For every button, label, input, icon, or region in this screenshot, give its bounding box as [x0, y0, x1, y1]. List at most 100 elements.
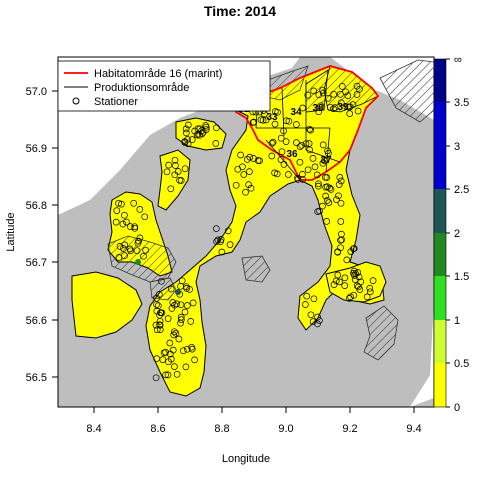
station-marker: [335, 181, 343, 188]
station-marker: [188, 136, 196, 143]
production-area-northeast: [379, 59, 434, 123]
station-marker: [159, 356, 167, 363]
x-axis-label: Longitude: [222, 453, 270, 465]
colorbar-band-2.5-3.5: [434, 102, 446, 189]
production-area-southeast: [363, 305, 399, 361]
colorbar-tick-label: 0.5: [454, 358, 469, 370]
station-marker: [246, 153, 254, 161]
station-marker: [283, 117, 290, 125]
y-tick-label: 56.6: [26, 315, 47, 327]
station-marker: [121, 241, 129, 249]
chart-title: Time: 2014: [204, 3, 276, 19]
station-marker: [119, 220, 127, 228]
colorbar: 0 0.5 1 1.5 2 2.5 3 3.5 ∞: [433, 54, 469, 414]
station-marker: [176, 176, 183, 184]
station-marker: [316, 207, 323, 215]
station-marker: [262, 116, 270, 124]
station-marker: [346, 103, 354, 111]
station-marker: [112, 218, 120, 226]
station-marker: [350, 267, 358, 275]
legend-stations-label: Stationer: [94, 96, 138, 108]
station-marker: [152, 321, 160, 329]
station-marker: [268, 139, 276, 147]
station-marker: [326, 103, 334, 111]
station-marker: [154, 302, 162, 310]
habitat-area-16-boundary: [230, 65, 380, 181]
station-marker: [165, 161, 173, 169]
station-marker: [178, 277, 186, 285]
station-marker: [213, 124, 220, 132]
station-marker: [330, 281, 338, 288]
station-marker: [293, 121, 300, 128]
station-marker: [315, 108, 323, 116]
station-marker: [325, 199, 333, 206]
high-value-cell: [135, 259, 141, 265]
station-marker: [157, 277, 165, 285]
station-marker: [141, 213, 149, 221]
colorbar-tick-label: 3.5: [454, 97, 469, 109]
station-marker: [323, 197, 331, 204]
station-marker: [172, 162, 179, 169]
station-marker: [341, 274, 349, 282]
station-marker: [337, 199, 345, 207]
colorbar-tick-label: 2.5: [454, 184, 469, 196]
station-marker: [273, 170, 281, 178]
station-marker: [212, 225, 220, 232]
station-marker: [123, 218, 130, 226]
station-marker: [285, 117, 293, 125]
station-marker: [337, 218, 345, 225]
station-marker: [304, 91, 312, 99]
colorbar-tick-label: ∞: [454, 54, 462, 66]
station-marker: [177, 319, 184, 327]
station-marker: [356, 286, 364, 293]
station-marker: [354, 107, 362, 115]
station-marker: [247, 184, 255, 192]
colorbar-band-0-0.5: [434, 363, 446, 407]
station-marker: [181, 308, 189, 316]
west-lagoon-water: [71, 271, 143, 339]
station-marker: [113, 207, 121, 214]
y-tick-label: 57.0: [26, 86, 47, 98]
station-marker: [245, 181, 252, 188]
station-marker: [115, 254, 123, 261]
station-marker: [309, 318, 317, 325]
station-markers: [112, 82, 377, 382]
station-marker: [183, 302, 191, 309]
station-marker: [133, 247, 141, 255]
station-marker: [212, 140, 220, 147]
station-marker: [344, 92, 352, 99]
station-marker: [191, 127, 199, 135]
station-marker: [296, 158, 304, 166]
production-area-label: 33: [266, 112, 278, 123]
station-marker: [183, 285, 190, 292]
station-marker: [299, 171, 306, 178]
station-marker: [319, 141, 327, 149]
station-marker: [342, 88, 349, 96]
station-marker: [118, 200, 125, 208]
station-marker: [341, 282, 349, 289]
station-marker: [164, 315, 172, 322]
map-plot-area: 32 33 34 38 39 36 37: [58, 57, 434, 407]
station-marker: [136, 206, 144, 213]
station-marker: [243, 156, 251, 163]
x-tick-label: 9.2: [342, 423, 357, 435]
station-marker: [152, 374, 160, 382]
station-marker: [168, 305, 176, 312]
station-marker: [182, 363, 190, 371]
station-marker: [330, 105, 337, 113]
y-tick-label: 56.7: [26, 257, 47, 269]
station-marker: [259, 116, 267, 124]
station-marker: [142, 246, 150, 254]
production-area-label: 36: [286, 149, 298, 160]
station-marker: [202, 126, 210, 133]
station-marker: [322, 192, 329, 200]
legend-production-label: Produktionsområde: [94, 82, 189, 94]
x-tick-label: 9.0: [278, 423, 293, 435]
x-tick-label: 8.4: [86, 423, 101, 435]
station-marker: [186, 286, 193, 293]
station-marker: [167, 185, 175, 193]
station-marker: [239, 163, 246, 171]
station-marker: [331, 104, 339, 111]
station-marker: [177, 301, 185, 309]
station-marker: [242, 188, 249, 196]
